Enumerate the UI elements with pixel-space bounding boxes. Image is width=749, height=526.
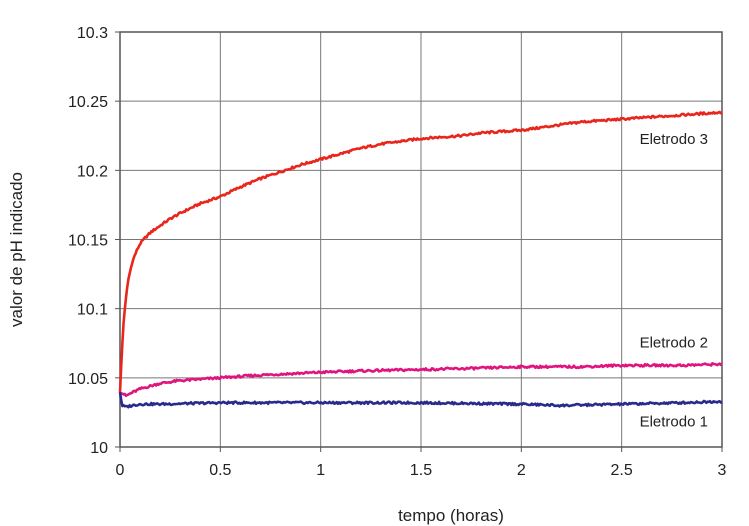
y-tick-label: 10.2: [77, 163, 108, 180]
series-line-eletrodo-2: [119, 361, 723, 398]
x-axis-ticks: 0 0.5 1 1.5 2 2.5 3: [116, 447, 727, 479]
x-tick-label: 2.5: [611, 462, 633, 479]
x-tick-label: 0: [116, 462, 125, 479]
grid-lines: [120, 32, 722, 447]
series-label-eletrodo-1: Eletrodo 1: [640, 413, 708, 430]
x-tick-label: 0.5: [209, 462, 231, 479]
y-tick-label: 10.3: [77, 25, 108, 42]
y-tick-label: 10.1: [77, 302, 108, 319]
series-line-eletrodo-1: [118, 392, 723, 409]
y-tick-label: 10.05: [68, 371, 108, 388]
series-label-eletrodo-2: Eletrodo 2: [640, 334, 708, 351]
x-tick-label: 1: [316, 462, 325, 479]
series-line-eletrodo-3: [118, 110, 723, 393]
x-tick-label: 1.5: [410, 462, 432, 479]
x-tick-label: 3: [718, 462, 727, 479]
x-axis-title: tempo (horas): [398, 506, 504, 525]
y-axis-ticks: 10 10.05 10.1 10.15 10.2 10.25 10.3: [68, 25, 120, 457]
y-tick-label: 10.15: [68, 233, 108, 250]
series-layer: [118, 110, 723, 409]
y-axis-title: valor de pH indicado: [7, 172, 26, 327]
series-label-eletrodo-3: Eletrodo 3: [640, 131, 708, 148]
x-tick-label: 2: [517, 462, 526, 479]
y-tick-label: 10.25: [68, 94, 108, 111]
y-tick-label: 10: [90, 440, 108, 457]
series-labels: Eletrodo 3 Eletrodo 2 Eletrodo 1: [640, 131, 708, 430]
